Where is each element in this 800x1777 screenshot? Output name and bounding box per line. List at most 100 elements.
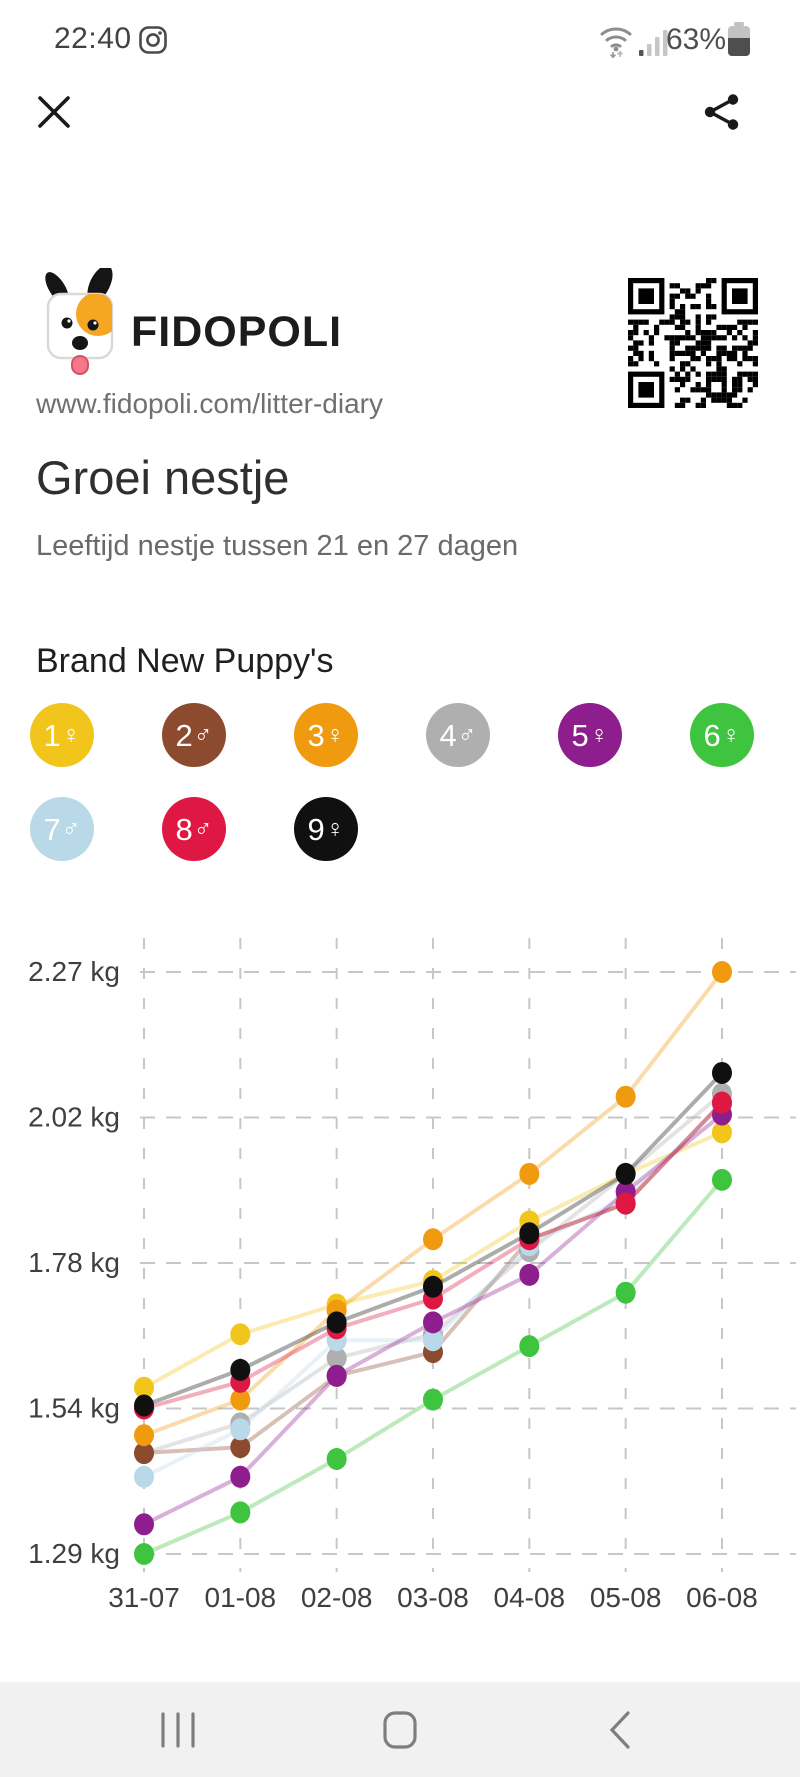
puppy-sex-symbol: ♂ bbox=[193, 720, 213, 749]
litter-heading: Brand New Puppy's bbox=[36, 642, 334, 680]
qr-code bbox=[628, 278, 758, 408]
battery-icon bbox=[728, 22, 750, 56]
data-point-puppy-3 bbox=[711, 961, 732, 983]
data-point-puppy-8 bbox=[615, 1192, 636, 1215]
status-time: 22:40 bbox=[54, 22, 132, 55]
puppy-badge-row-2: 7 ♂ 8 ♂ 9 ♀ bbox=[30, 797, 358, 861]
x-axis-tick-label: 04-08 bbox=[494, 1582, 566, 1613]
puppy-sex-symbol: ♀ bbox=[721, 720, 741, 749]
puppy-sex-symbol: ♂ bbox=[193, 814, 213, 843]
x-axis-tick-label: 01-08 bbox=[205, 1582, 277, 1613]
data-point-puppy-6 bbox=[615, 1281, 636, 1304]
data-point-puppy-5 bbox=[519, 1263, 540, 1286]
x-axis-tick-label: 03-08 bbox=[397, 1582, 469, 1613]
puppy-number: 6 bbox=[703, 717, 721, 753]
x-axis-tick-label: 06-08 bbox=[686, 1582, 758, 1613]
puppy-number: 3 bbox=[307, 717, 325, 753]
back-button[interactable] bbox=[560, 1682, 680, 1777]
android-nav-bar bbox=[0, 1682, 800, 1777]
share-button[interactable] bbox=[702, 92, 742, 132]
data-point-puppy-1 bbox=[711, 1121, 732, 1144]
puppy-badge-4: 4 ♂ bbox=[426, 703, 490, 767]
puppy-number: 8 bbox=[175, 811, 193, 847]
puppy-sex-symbol: ♂ bbox=[457, 720, 477, 749]
puppy-sex-symbol: ♀ bbox=[61, 720, 81, 749]
y-axis-tick-label: 1.54 kg bbox=[28, 1393, 120, 1424]
x-axis-tick-label: 31-07 bbox=[108, 1582, 180, 1613]
battery-percent: 63% bbox=[666, 23, 727, 56]
data-point-puppy-4 bbox=[326, 1347, 347, 1370]
close-button[interactable] bbox=[34, 92, 74, 132]
puppy-badge-5: 5 ♀ bbox=[558, 703, 622, 767]
data-point-puppy-9 bbox=[134, 1394, 154, 1417]
x-axis-tick-label: 05-08 bbox=[590, 1582, 662, 1613]
puppy-badge-9: 9 ♀ bbox=[294, 797, 358, 861]
puppy-badge-1: 1 ♀ bbox=[30, 703, 94, 767]
data-point-puppy-1 bbox=[230, 1323, 251, 1346]
y-axis-tick-label: 1.78 kg bbox=[28, 1247, 120, 1278]
data-point-puppy-7 bbox=[422, 1329, 443, 1352]
data-point-puppy-3 bbox=[230, 1388, 251, 1411]
puppy-badge-7: 7 ♂ bbox=[30, 797, 94, 861]
growth-chart: 2.27 kg 2.02 kg 1.78 kg 1.54 kg 1.29 kg 31-07… bbox=[28, 938, 796, 1613]
data-point-puppy-9 bbox=[711, 1061, 732, 1084]
data-point-puppy-1 bbox=[134, 1376, 154, 1399]
fidopoli-dog-logo bbox=[45, 268, 114, 375]
puppy-badge-row-1: 1 ♀ 2 ♂ 3 ♀ 4 ♂ 5 ♀ 6 ♀ bbox=[30, 703, 754, 767]
data-point-puppy-3 bbox=[615, 1085, 636, 1108]
data-point-puppy-5 bbox=[230, 1465, 251, 1488]
x-axis-tick-label: 02-08 bbox=[301, 1582, 373, 1613]
puppy-badge-2: 2 ♂ bbox=[162, 703, 226, 767]
y-axis-tick-label: 2.27 kg bbox=[28, 956, 120, 987]
data-point-puppy-5 bbox=[326, 1364, 347, 1387]
data-point-puppy-2 bbox=[134, 1442, 154, 1465]
puppy-number: 7 bbox=[43, 811, 61, 847]
puppy-badge-8: 8 ♂ bbox=[162, 797, 226, 861]
puppy-number: 4 bbox=[439, 717, 457, 753]
data-point-puppy-6 bbox=[326, 1447, 347, 1470]
back-icon bbox=[609, 1710, 630, 1749]
data-point-puppy-7 bbox=[230, 1418, 251, 1441]
data-point-puppy-9 bbox=[615, 1162, 636, 1185]
puppy-sex-symbol: ♀ bbox=[325, 720, 345, 749]
data-point-puppy-3 bbox=[422, 1228, 443, 1251]
data-point-puppy-5 bbox=[134, 1513, 154, 1536]
recents-icon bbox=[161, 1711, 195, 1748]
data-point-puppy-3 bbox=[134, 1424, 154, 1447]
data-point-puppy-3 bbox=[519, 1162, 540, 1185]
page-url: www.fidopoli.com/litter-diary bbox=[36, 388, 383, 419]
data-point-puppy-9 bbox=[326, 1311, 347, 1334]
puppy-badge-3: 3 ♀ bbox=[294, 703, 358, 767]
data-point-puppy-6 bbox=[711, 1168, 732, 1191]
data-point-puppy-9 bbox=[422, 1275, 443, 1298]
puppy-number: 5 bbox=[571, 717, 589, 753]
data-point-puppy-9 bbox=[519, 1222, 540, 1245]
data-point-puppy-6 bbox=[230, 1501, 251, 1524]
puppy-badge-6: 6 ♀ bbox=[690, 703, 754, 767]
data-point-puppy-5 bbox=[422, 1311, 443, 1334]
puppy-number: 1 bbox=[43, 717, 61, 753]
data-point-puppy-2 bbox=[230, 1436, 251, 1459]
data-point-puppy-9 bbox=[230, 1358, 251, 1381]
data-point-puppy-8 bbox=[711, 1091, 732, 1114]
y-axis-tick-label: 2.02 kg bbox=[28, 1102, 120, 1133]
data-point-puppy-6 bbox=[134, 1543, 154, 1565]
y-axis-tick-label: 1.29 kg bbox=[28, 1538, 120, 1569]
puppy-number: 2 bbox=[175, 717, 193, 753]
instagram-icon bbox=[139, 26, 167, 54]
signal-strength-icon bbox=[639, 30, 668, 56]
puppy-sex-symbol: ♀ bbox=[325, 814, 345, 843]
data-point-puppy-6 bbox=[519, 1335, 540, 1358]
puppy-sex-symbol: ♂ bbox=[61, 814, 81, 843]
puppy-sex-symbol: ♀ bbox=[589, 720, 609, 749]
page-subtitle: Leeftijd nestje tussen 21 en 27 dagen bbox=[36, 530, 519, 562]
data-point-puppy-7 bbox=[134, 1465, 154, 1488]
recents-button[interactable] bbox=[118, 1682, 238, 1777]
brand-name: FIDOPOLI bbox=[131, 308, 343, 356]
puppy-number: 9 bbox=[307, 811, 325, 847]
home-icon bbox=[383, 1710, 417, 1749]
data-point-puppy-6 bbox=[422, 1388, 443, 1411]
page-title: Groei nestje bbox=[36, 451, 290, 504]
home-button[interactable] bbox=[340, 1682, 460, 1777]
